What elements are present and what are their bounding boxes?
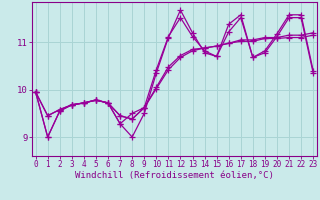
X-axis label: Windchill (Refroidissement éolien,°C): Windchill (Refroidissement éolien,°C) <box>75 171 274 180</box>
